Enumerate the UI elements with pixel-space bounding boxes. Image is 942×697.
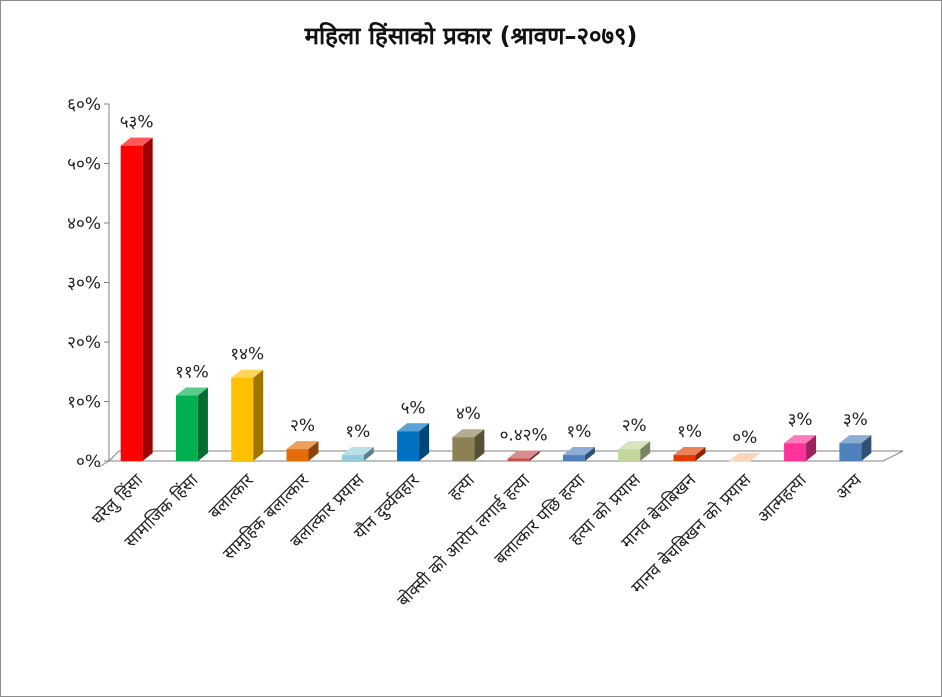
bar-side — [861, 435, 872, 461]
bar-front — [120, 145, 143, 461]
bar-13 — [784, 435, 817, 461]
bar-side — [253, 369, 264, 461]
bar-top — [839, 435, 872, 444]
chart-floor — [107, 450, 904, 462]
floor-edge — [98, 460, 110, 468]
bar-8 — [507, 450, 540, 461]
bar-side — [474, 429, 485, 461]
bar-top — [341, 447, 374, 456]
data-label: १% — [566, 422, 591, 442]
y-tick-label: ६०% — [67, 95, 101, 115]
bar-side — [308, 441, 319, 461]
y-tick-label: ३०% — [67, 274, 101, 294]
bar-4 — [286, 441, 319, 461]
bar-11 — [673, 447, 706, 461]
bar-7 — [452, 429, 485, 461]
bar-side — [197, 387, 208, 461]
bar-top — [120, 137, 153, 146]
bar-top — [452, 429, 485, 438]
data-label: ५% — [401, 398, 426, 418]
data-label: २% — [622, 416, 647, 436]
bar-front — [341, 455, 364, 461]
bar-front — [728, 461, 751, 462]
bar-top — [507, 450, 540, 459]
bar-side — [640, 441, 651, 461]
bar-12 — [728, 453, 761, 462]
category-label: बलात्कार — [205, 470, 259, 524]
bar-top — [728, 453, 761, 461]
y-tick-label: ४०% — [67, 214, 101, 234]
y-tick-label: ५०% — [67, 155, 101, 175]
bar-top — [286, 441, 319, 450]
bar-top — [231, 369, 264, 378]
bar-6 — [397, 423, 430, 461]
bar-top — [618, 441, 651, 450]
bar-5 — [341, 447, 374, 461]
data-label: १४% — [230, 345, 264, 365]
bar-2 — [175, 387, 208, 461]
category-label: अन्य — [832, 470, 867, 505]
bar-front — [507, 458, 530, 461]
data-label: ५३% — [120, 113, 154, 133]
chart-title: महिला हिंसाको प्रकार (श्रावण–२०७९) — [304, 22, 638, 50]
bar-front — [286, 449, 309, 461]
bar-side — [584, 447, 595, 461]
bar-front — [175, 395, 198, 461]
bar-front — [839, 443, 862, 461]
bar-front — [618, 449, 641, 461]
data-label: ३% — [843, 410, 868, 430]
data-label: ११% — [175, 363, 209, 383]
data-label: १% — [345, 422, 370, 442]
bar-front — [452, 437, 475, 461]
bar-top — [397, 423, 430, 432]
bar-1 — [120, 137, 153, 461]
data-label: १% — [677, 422, 702, 442]
data-label: ३% — [788, 410, 813, 430]
bar-side — [529, 450, 540, 461]
bar-top — [673, 447, 706, 456]
bar-top — [175, 387, 208, 396]
category-label: आत्महत्या — [754, 470, 811, 527]
bar-10 — [618, 441, 651, 461]
bar-14 — [839, 435, 872, 461]
bar-9 — [562, 447, 595, 461]
data-label: ४% — [456, 404, 481, 424]
bar-top — [784, 435, 817, 444]
bar-side — [806, 435, 817, 461]
category-label: हत्या — [445, 470, 480, 505]
bar-front — [784, 443, 807, 461]
bar-side — [695, 447, 706, 461]
bar-front — [231, 377, 254, 461]
data-label: ०% — [732, 428, 757, 448]
bar-side — [142, 137, 153, 461]
bar-front — [673, 455, 696, 461]
bar-front — [562, 455, 585, 461]
bar-side — [419, 423, 430, 461]
bar-front — [397, 431, 420, 461]
bar-side — [363, 447, 374, 461]
data-label: ०.४२% — [500, 426, 548, 446]
data-label: २% — [290, 416, 315, 436]
y-tick-label: ०% — [76, 452, 101, 472]
y-tick-label: १०% — [67, 393, 101, 413]
bar-3 — [231, 369, 264, 461]
y-tick-label: २०% — [67, 333, 101, 353]
bar-top — [562, 447, 595, 456]
